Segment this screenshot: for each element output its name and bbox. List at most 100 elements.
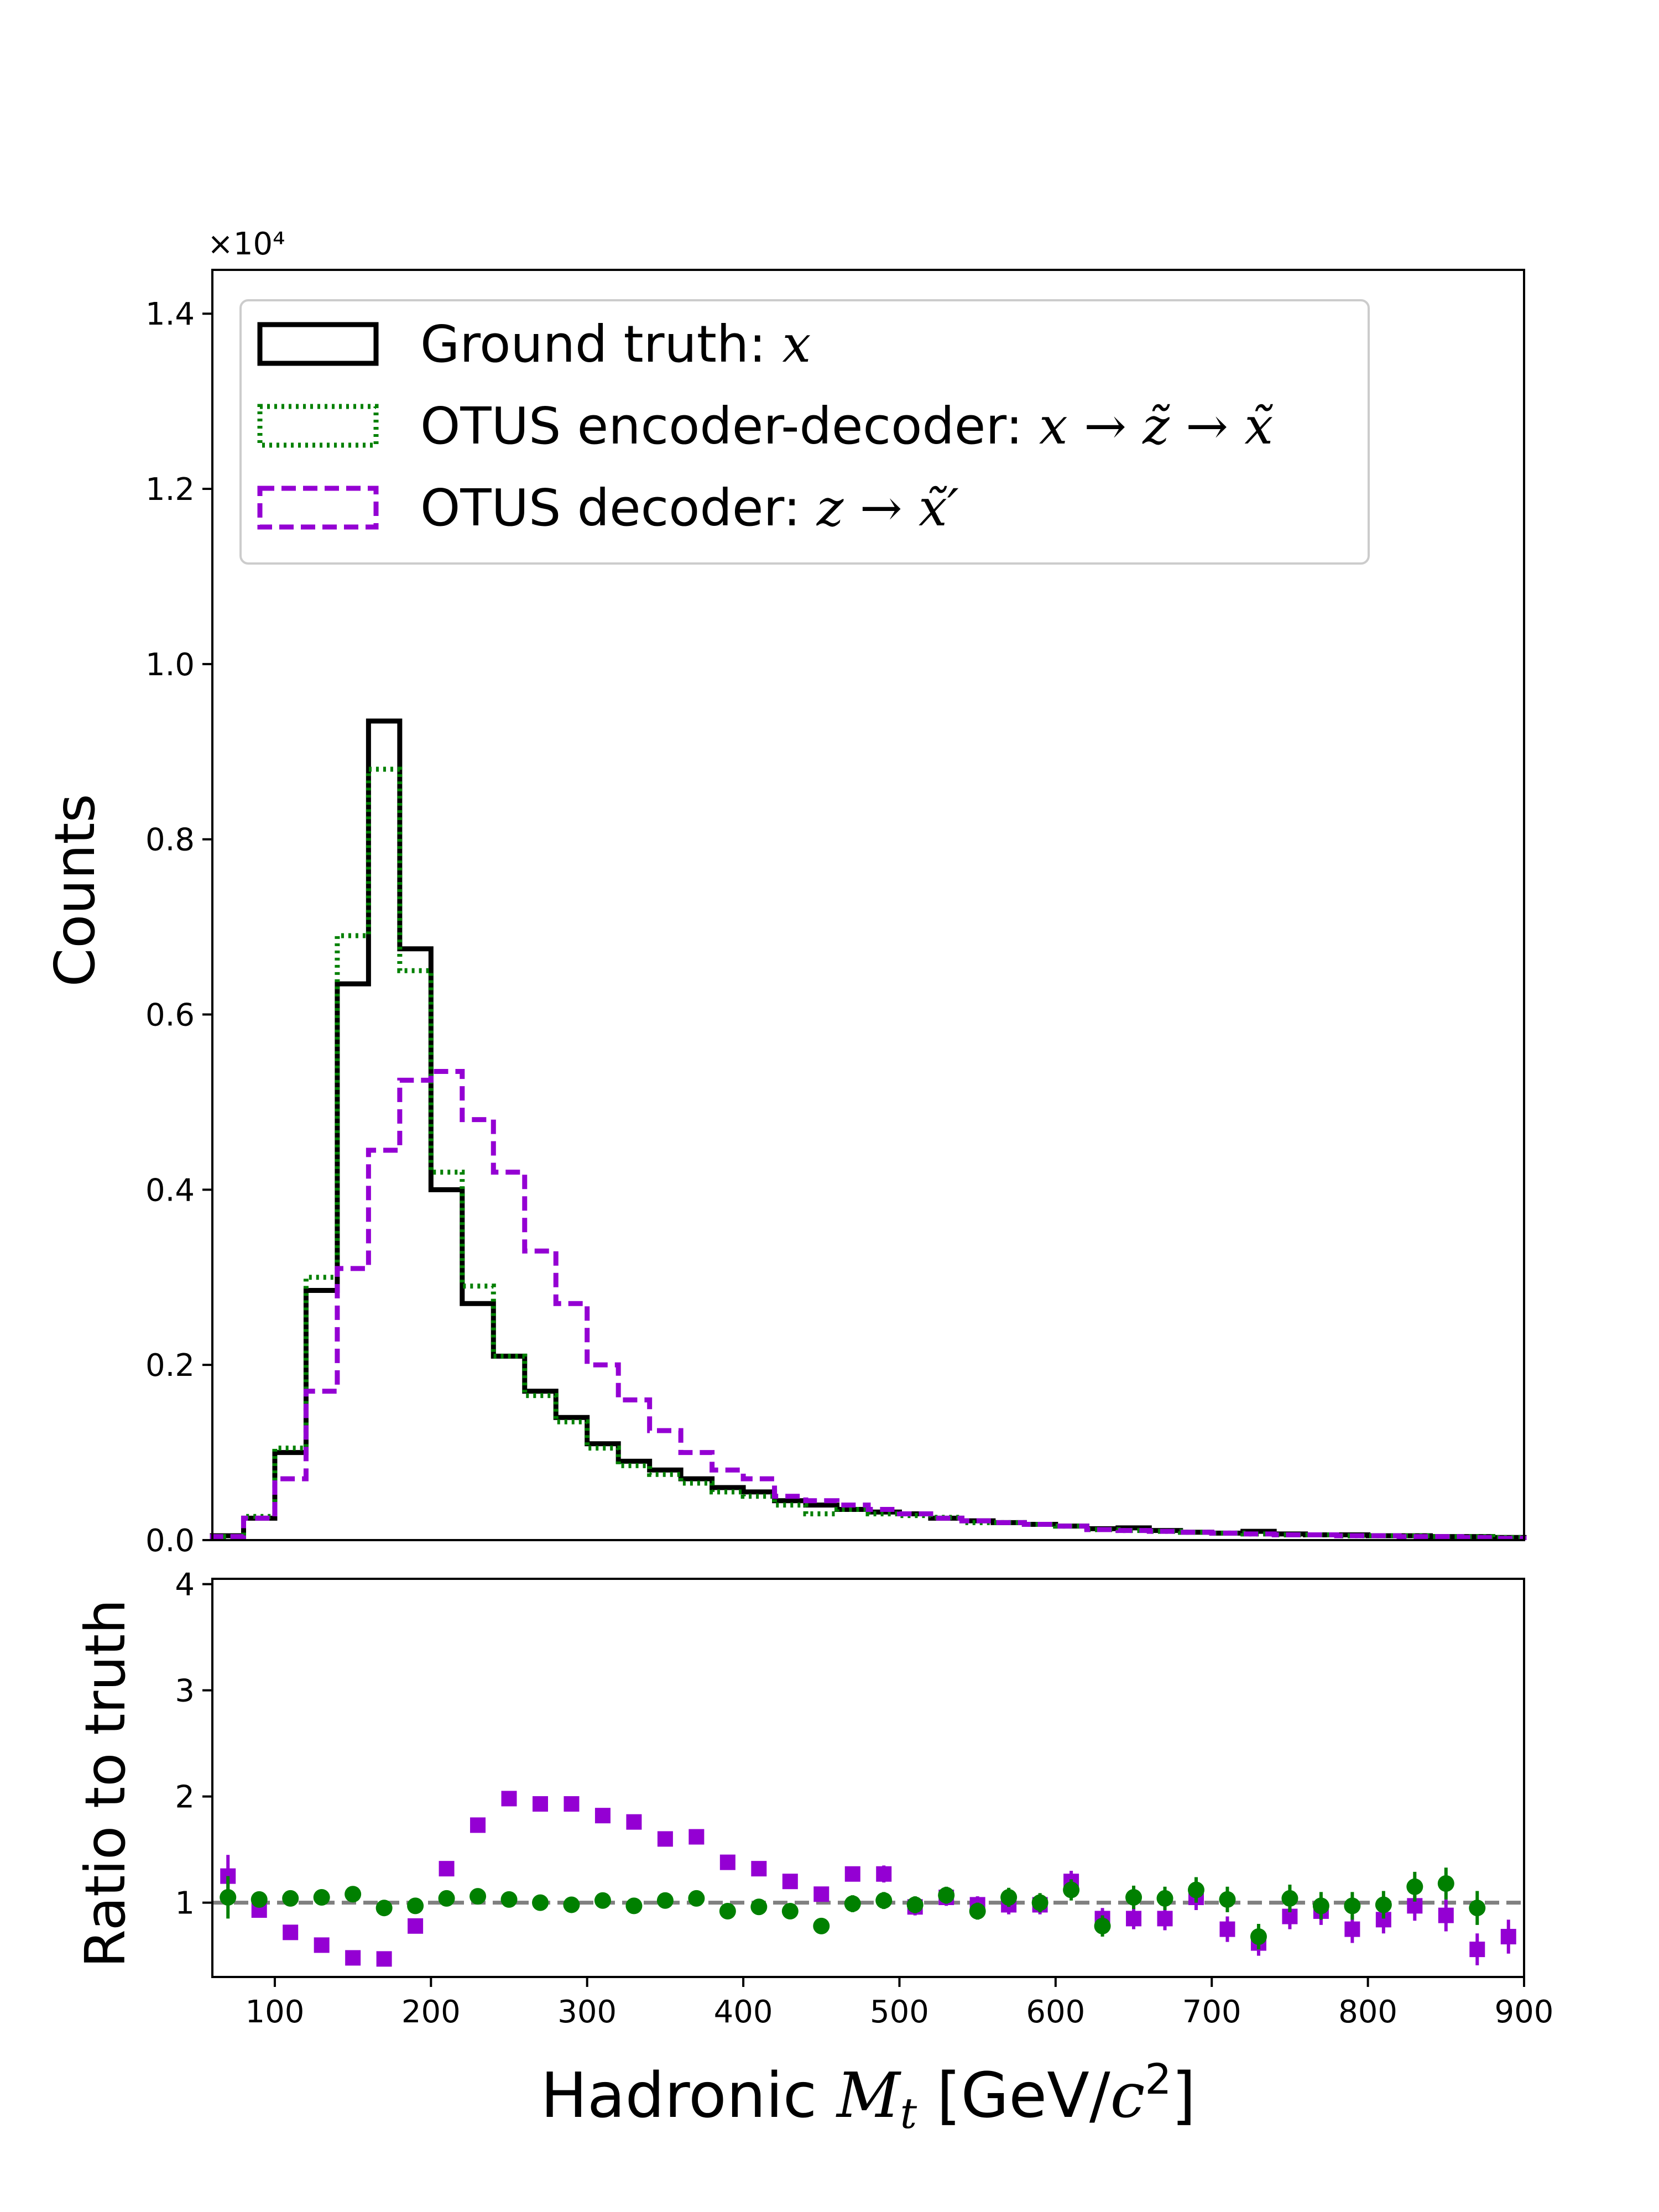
ratio-y-axis-label: Ratio to truth [73, 1599, 138, 1968]
y-tick-label: 0.8 [145, 822, 195, 858]
ratio-point-decoder [439, 1861, 455, 1877]
ratio-point-encoder-decoder [719, 1902, 736, 1919]
ratio-point-decoder [314, 1937, 330, 1953]
ratio-point-decoder [813, 1886, 830, 1902]
histogram-series-2 [210, 766, 1527, 1540]
ratio-point-decoder [501, 1791, 517, 1807]
ratio-point-encoder-decoder [906, 1896, 924, 1913]
ratio-point-encoder-decoder [1063, 1881, 1080, 1898]
ratio-point-decoder [1500, 1929, 1516, 1945]
ratio-point-decoder [1344, 1921, 1360, 1937]
ratio-point-encoder-decoder [1000, 1889, 1018, 1906]
ratio-y-tick-label: 4 [175, 1567, 195, 1603]
y-axis-label: Counts [43, 794, 107, 987]
legend-items: Ground truth: x OTUS encoder-decoder: x →… [257, 315, 1273, 538]
x-tick-label: 100 [246, 1994, 305, 2030]
ratio-point-encoder-decoder [1406, 1878, 1423, 1895]
legend-label: OTUS encoder-decoder: x → z̃ → x̃ [420, 397, 1273, 456]
ratio-point-encoder-decoder [1125, 1889, 1142, 1906]
legend-label: OTUS decoder: z → x̃′ [420, 478, 959, 538]
ratio-y-tick-label: 2 [175, 1780, 195, 1815]
ratio-point-encoder-decoder [813, 1917, 830, 1934]
y-axis-ticks: 0.0 0.2 0.4 0.6 0.8 1.0 1.2 1.4 [145, 296, 212, 1559]
ratio-point-decoder [1438, 1907, 1454, 1923]
histogram-series-group [210, 718, 1527, 1541]
ratio-point-decoder [876, 1866, 892, 1882]
ratio-point-encoder-decoder [969, 1902, 986, 1919]
ratio-point-decoder [564, 1796, 580, 1812]
ratio-point-encoder-decoder [1094, 1917, 1111, 1934]
ratio-points-group [220, 1791, 1516, 1967]
legend-box [239, 299, 1370, 565]
ratio-point-decoder [1219, 1921, 1235, 1937]
ratio-point-encoder-decoder [1250, 1928, 1267, 1945]
x-tick-label: 400 [714, 1994, 773, 2030]
ratio-point-encoder-decoder [407, 1897, 424, 1914]
ratio-point-encoder-decoder [1312, 1897, 1329, 1914]
ratio-point-encoder-decoder [750, 1898, 768, 1916]
ratio-point-decoder [1469, 1942, 1485, 1958]
ratio-point-encoder-decoder [1219, 1891, 1236, 1908]
ratio-point-encoder-decoder [220, 1889, 237, 1906]
ratio-point-encoder-decoder [1156, 1890, 1173, 1907]
histogram-series-1 [210, 718, 1527, 1540]
ratio-point-encoder-decoder [345, 1886, 362, 1903]
x-tick-label: 900 [1495, 1994, 1554, 2030]
legend-swatch [257, 322, 379, 366]
ratio-point-encoder-decoder [875, 1892, 893, 1909]
ratio-point-decoder [1126, 1911, 1142, 1927]
x-tick-label: 700 [1182, 1994, 1241, 2030]
ratio-point-encoder-decoder [1031, 1894, 1048, 1911]
ratio-point-encoder-decoder [1281, 1890, 1298, 1907]
ratio-point-decoder [1157, 1911, 1173, 1927]
ratio-point-encoder-decoder [469, 1888, 487, 1905]
ratio-point-encoder-decoder [1437, 1875, 1454, 1892]
histogram-panel: ×10⁴ Counts 0.0 0.2 0.4 0.6 0.8 1.0 1.2 1.4 Gro… [43, 226, 1527, 1559]
ratio-point-encoder-decoder [375, 1900, 393, 1917]
ratio-point-encoder-decoder [594, 1892, 611, 1909]
ratio-point-encoder-decoder [438, 1890, 455, 1907]
ratio-point-decoder [657, 1831, 673, 1847]
y-tick-label: 0.2 [145, 1348, 195, 1384]
ratio-point-decoder [688, 1829, 705, 1845]
ratio-point-encoder-decoder [500, 1891, 518, 1908]
x-axis-ticks: 100 200 300 400 500 600 700 800 900 [246, 1977, 1554, 2030]
x-axis-label: Hadronic Mt [GeV/c2] [541, 2054, 1196, 2138]
ratio-point-encoder-decoder [1375, 1896, 1392, 1913]
ratio-y-axis-ticks: 1 2 3 4 [175, 1567, 212, 1922]
y-tick-label: 0.0 [145, 1523, 195, 1559]
x-tick-label: 500 [870, 1994, 929, 2030]
ratio-point-encoder-decoder [532, 1894, 549, 1911]
ratio-point-decoder [533, 1796, 548, 1812]
x-tick-label: 200 [401, 1994, 461, 2030]
ratio-point-decoder [719, 1854, 735, 1870]
x-tick-label: 300 [557, 1994, 617, 2030]
ratio-point-encoder-decoder [313, 1889, 330, 1906]
ratio-point-encoder-decoder [625, 1897, 643, 1914]
ratio-point-decoder [376, 1951, 392, 1967]
ratio-point-encoder-decoder [844, 1895, 861, 1912]
legend: Ground truth: x OTUS encoder-decoder: x →… [239, 299, 1370, 565]
ratio-point-decoder [782, 1874, 798, 1890]
ratio-y-tick-label: 1 [175, 1886, 195, 1922]
y-tick-label: 1.4 [145, 296, 195, 332]
legend-swatch [257, 404, 379, 448]
y-tick-label: 1.0 [145, 647, 195, 683]
ratio-point-decoder [751, 1861, 767, 1877]
ratio-point-encoder-decoder [1188, 1881, 1204, 1898]
x-tick-label: 800 [1338, 1994, 1397, 2030]
ratio-point-decoder [408, 1918, 424, 1934]
ratio-point-encoder-decoder [938, 1887, 955, 1904]
ratio-point-encoder-decoder [781, 1902, 799, 1919]
ratio-point-encoder-decoder [688, 1890, 705, 1907]
y-tick-label: 0.4 [145, 1172, 195, 1208]
ratio-point-decoder [345, 1950, 361, 1966]
legend-label: Ground truth: x [420, 315, 811, 374]
y-tick-label: 0.6 [145, 998, 195, 1034]
ratio-point-encoder-decoder [656, 1892, 674, 1909]
ratio-point-decoder [470, 1817, 486, 1833]
ratio-point-decoder [594, 1808, 611, 1824]
ratio-point-encoder-decoder [251, 1891, 268, 1908]
ratio-point-encoder-decoder [1344, 1897, 1361, 1914]
